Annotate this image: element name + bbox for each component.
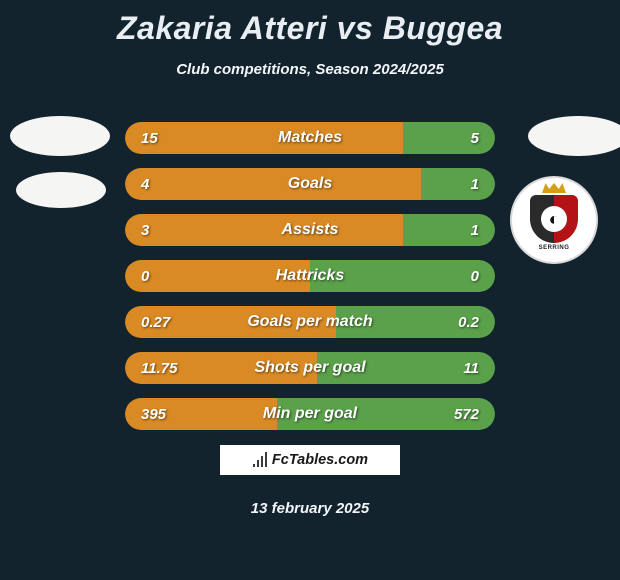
generation-date: 13 february 2025 [251, 500, 369, 517]
club-logo-text: SERRING [539, 245, 570, 251]
stat-bar: 3Assists1 [125, 214, 495, 246]
stat-value-left: 11.75 [125, 360, 193, 377]
stat-value-right: 572 [427, 406, 495, 423]
stat-value-left: 0 [125, 268, 193, 285]
stat-bar: 15Matches5 [125, 122, 495, 154]
stat-value-right: 1 [427, 176, 495, 193]
stat-bar: 4Goals1 [125, 168, 495, 200]
player-left-badge-top [10, 116, 110, 156]
stat-value-left: 395 [125, 406, 193, 423]
stat-bar: 0.27Goals per match0.2 [125, 306, 495, 338]
stat-label: Min per goal [193, 405, 427, 423]
fctables-logo: FcTables.com [220, 445, 400, 475]
stat-value-right: 0.2 [427, 314, 495, 331]
season-subtitle: Club competitions, Season 2024/2025 [0, 61, 620, 78]
stat-label: Hattricks [193, 267, 427, 285]
stat-value-left: 4 [125, 176, 193, 193]
shield-icon: ◐ [530, 195, 578, 243]
club-logo-right: ◐ SERRING [510, 176, 598, 264]
stat-value-left: 3 [125, 222, 193, 239]
stat-value-right: 1 [427, 222, 495, 239]
stat-bar: 0Hattricks0 [125, 260, 495, 292]
player-left-badge-bottom [16, 172, 106, 208]
lion-icon: ◐ [541, 206, 567, 232]
stat-value-right: 5 [427, 130, 495, 147]
stat-label: Assists [193, 221, 427, 239]
stat-bar: 11.75Shots per goal11 [125, 352, 495, 384]
stat-label: Matches [193, 129, 427, 147]
stat-bar: 395Min per goal572 [125, 398, 495, 430]
crown-icon [542, 183, 566, 193]
stat-value-left: 0.27 [125, 314, 193, 331]
page-title: Zakaria Atteri vs Buggea [0, 0, 620, 47]
stats-container: 15Matches54Goals13Assists10Hattricks00.2… [125, 122, 495, 430]
bar-chart-icon [252, 452, 268, 468]
stat-value-right: 0 [427, 268, 495, 285]
stat-value-right: 11 [427, 360, 495, 377]
stat-value-left: 15 [125, 130, 193, 147]
stat-label: Goals per match [193, 313, 427, 331]
footer-brand-text: FcTables.com [272, 452, 368, 468]
stat-label: Goals [193, 175, 427, 193]
player-right-badge-top [528, 116, 620, 156]
stat-label: Shots per goal [193, 359, 427, 377]
